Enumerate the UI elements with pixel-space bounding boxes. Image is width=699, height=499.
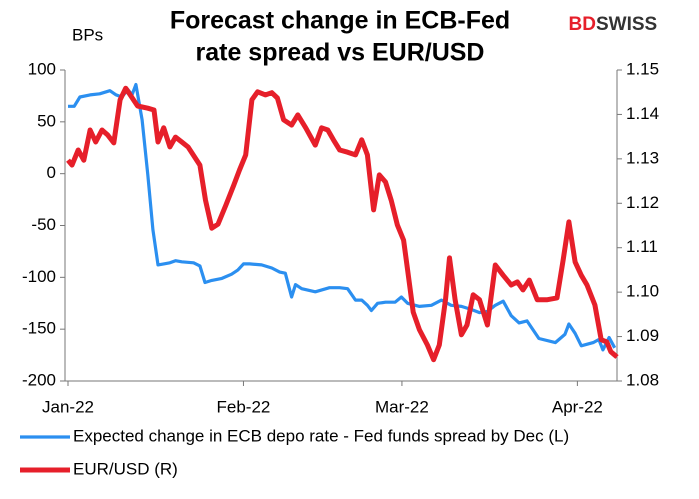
chart-title: Forecast change in ECB-Fed [170, 7, 510, 35]
data-line [68, 82, 617, 352]
x-tick-label: Apr-22 [552, 397, 603, 416]
y-tick-label: -100 [22, 267, 56, 286]
y2-tick-label: 1.14 [626, 104, 659, 123]
logo: BD [569, 14, 596, 35]
x-tick-label: Jan-22 [42, 397, 94, 416]
legend-label: Expected change in ECB depo rate - Fed f… [73, 426, 569, 445]
x-tick-label: Mar-22 [375, 397, 429, 416]
y2-tick-label: 1.13 [626, 148, 659, 167]
y-tick-label: -200 [22, 370, 56, 389]
y-tick-label: 0 [47, 163, 56, 182]
y-tick-label: 100 [28, 59, 56, 78]
logo: SWISS [596, 14, 657, 35]
data-line [66, 85, 619, 363]
y2-tick-label: 1.15 [626, 59, 659, 78]
chart-title: rate spread vs EUR/USD [195, 39, 484, 67]
y2-tick-label: 1.09 [626, 326, 659, 345]
y-axis-label: BPs [72, 25, 103, 44]
y-tick-label: -150 [22, 319, 56, 338]
x-tick-label: Feb-22 [217, 397, 271, 416]
y2-tick-label: 1.10 [626, 282, 659, 301]
y2-tick-label: 1.11 [626, 237, 658, 256]
y-tick-label: 50 [37, 111, 56, 130]
y2-tick-label: 1.08 [626, 370, 659, 389]
y2-tick-label: 1.12 [626, 193, 659, 212]
legend-label: EUR/USD (R) [73, 459, 178, 478]
y-tick-label: -50 [31, 215, 56, 234]
